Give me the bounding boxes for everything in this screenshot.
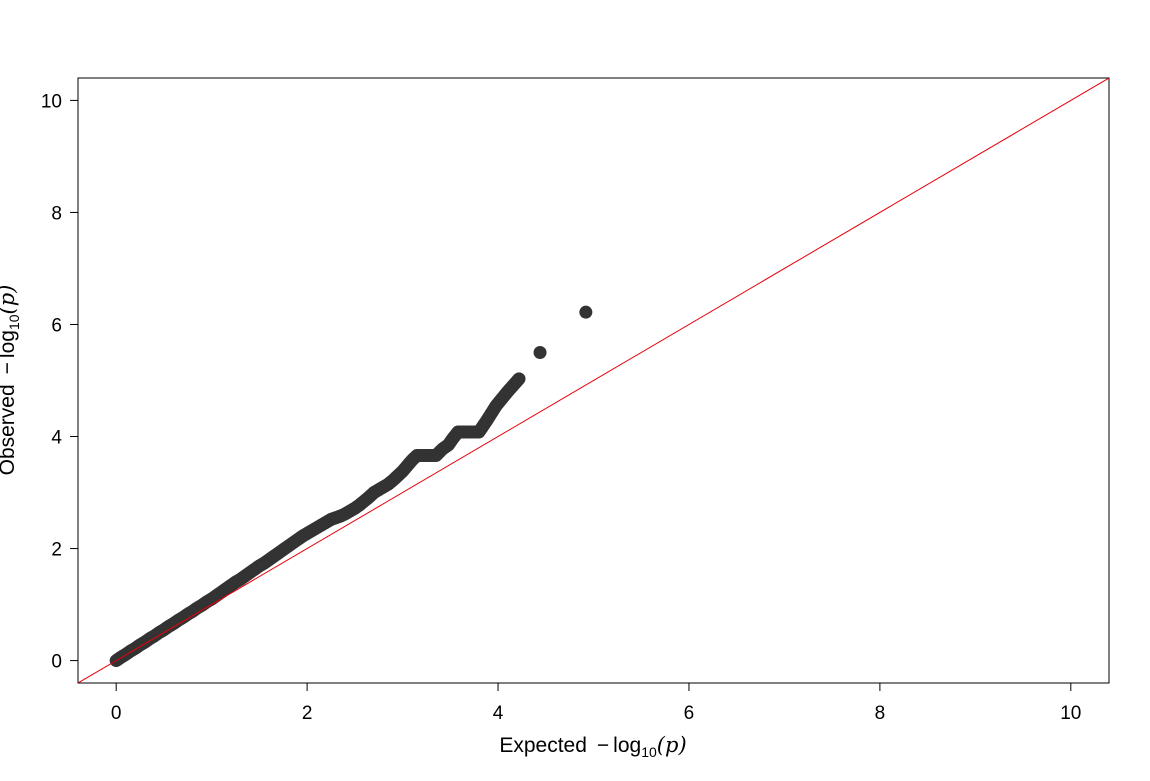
x-axis: 0 2 4 6 8 10 (111, 683, 1081, 724)
data-point (533, 345, 547, 359)
y-tick-label: 2 (51, 540, 62, 561)
data-point (579, 305, 593, 319)
x-tick-label: 10 (1060, 703, 1081, 724)
reference-line (78, 78, 1109, 683)
x-tick-label: 6 (684, 703, 695, 724)
y-axis-title: Observed−log10(p) (0, 285, 22, 476)
x-tick-label: 4 (493, 703, 504, 724)
y-tick-label: 10 (41, 91, 62, 112)
x-axis-title: Expected − log10(p) (499, 733, 686, 760)
y-tick-label: 4 (51, 428, 62, 449)
x-tick-label: 0 (111, 703, 122, 724)
plot-marks (78, 78, 1109, 683)
y-tick-label: 0 (51, 652, 62, 673)
y-tick-label: 8 (51, 203, 62, 224)
plot-frame (77, 77, 1110, 684)
x-tick-label: 8 (875, 703, 886, 724)
y-tick-label: 6 (51, 315, 62, 336)
x-tick-label: 2 (302, 703, 313, 724)
points-layer (109, 305, 593, 668)
y-axis: 0 2 4 6 8 10 (41, 91, 78, 673)
data-point (512, 372, 526, 386)
